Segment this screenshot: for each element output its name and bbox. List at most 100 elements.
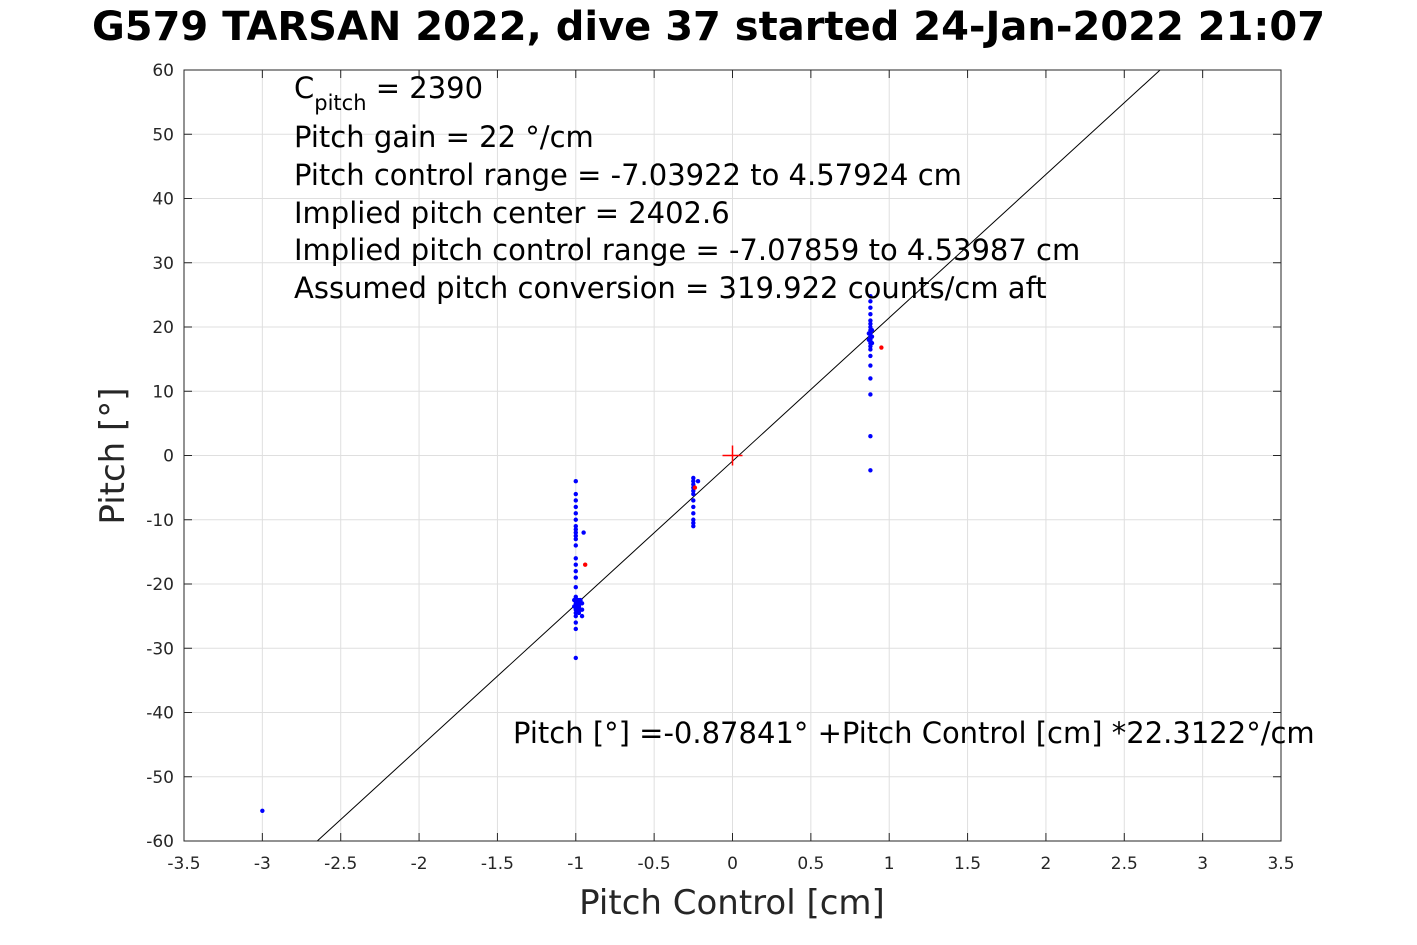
x-tick-label: -0.5 [638,854,671,874]
data-point [691,479,696,484]
x-axis-label: Pitch Control [cm] [579,883,885,923]
data-point [695,479,701,484]
y-tick-label: 30 [152,254,174,274]
data-point [573,556,578,561]
x-tick-label: -3 [254,854,271,874]
fit-equation: Pitch [°] =-0.87841° +Pitch Control [cm]… [513,716,1315,750]
data-point [573,585,578,590]
data-point [573,527,578,532]
x-tick-label: 3.5 [1267,854,1294,874]
data-point [579,601,585,606]
y-tick-label: 20 [152,318,174,338]
data-point [579,613,585,619]
data-point [572,597,577,603]
data-point [573,568,578,574]
data-point [691,504,696,510]
data-point [573,530,578,535]
annotation-implied-control-range: Implied pitch control range = -7.07859 t… [294,233,1080,267]
y-tick-label: -60 [146,832,174,852]
data-point [868,347,873,352]
x-tick-label: -3.5 [167,854,200,874]
x-tick-label: -2.5 [324,854,357,874]
data-point [691,520,696,526]
data-point [573,620,578,625]
cpitch-value: = 2390 [367,71,484,105]
x-tick-label: 1.5 [954,854,981,874]
x-ticks: -3.5 -3 -2.5 -2 -1.5 -1 -0.5 0 0.5 1 1.5 2 2.5 3 3.5 [167,70,1295,874]
data-point [573,626,578,632]
y-tick-label: -20 [146,575,174,595]
data-point [691,491,696,497]
data-point [866,331,872,336]
y-tick-label: 0 [163,447,174,467]
points-layer [260,293,884,814]
annotation-implied-pitch-center: Implied pitch center = 2402.6 [294,196,730,230]
x-tick-label: 2 [1041,854,1052,874]
data-point [691,523,696,529]
data-point [869,340,875,346]
data-point [691,475,696,481]
y-tick-label: -10 [146,511,174,531]
data-point [869,328,875,333]
x-tick-label: 1 [884,854,895,874]
data-point [869,334,875,339]
data-point [573,613,578,619]
data-point [573,517,578,522]
data-point [868,468,873,473]
data-point [573,523,578,529]
data-point [691,511,696,516]
data-point [260,808,265,814]
y-ticks: -60 -50 -40 -30 -20 -10 0 10 20 30 40 50 60 [146,61,1281,852]
y-tick-label: -50 [146,768,174,788]
data-point [573,536,578,542]
x-tick-label: 0 [727,854,738,874]
data-point [868,376,873,381]
x-tick-label: -1.5 [481,854,514,874]
data-point [879,345,884,350]
data-point [868,353,873,359]
x-tick-label: -2 [411,854,428,874]
x-tick-label: 2.5 [1111,854,1138,874]
data-point [581,530,586,535]
annotation-pitch-gain: Pitch gain = 22 °/cm [294,120,594,154]
data-point [868,321,873,326]
y-tick-label: 60 [152,61,174,81]
data-point [691,517,696,522]
data-point [692,485,698,490]
y-tick-label: 50 [152,125,174,145]
data-point [573,498,578,503]
data-point [868,299,873,304]
data-point [582,562,588,567]
y-tick-label: 10 [152,382,174,402]
cpitch-main: C [294,71,314,105]
data-point [573,491,578,497]
center-marker-layer [722,445,743,466]
x-tick-label: 3 [1197,854,1208,874]
data-point [579,607,585,612]
y-tick-label: -30 [146,639,174,659]
annotation-pitch-control-range: Pitch control range = -7.03922 to 4.5792… [294,158,962,192]
data-point [868,318,873,323]
data-point [868,363,873,368]
data-point [573,533,578,539]
data-point [868,311,873,317]
data-point [868,392,873,397]
chart-title: G579 TARSAN 2022, dive 37 started 24-Jan… [91,4,1326,50]
data-point [573,511,578,516]
annotation-pitch-conversion: Assumed pitch conversion = 319.922 count… [294,271,1047,305]
data-point [573,479,578,484]
data-point [573,575,578,580]
data-point [868,434,873,439]
y-tick-label: -40 [146,704,174,724]
data-point [691,498,696,503]
data-point [573,655,578,661]
cpitch-subscript: pitch [314,91,366,115]
annotation-cpitch: Cpitch = 2390 [294,71,483,115]
data-point [868,293,873,299]
data-point [868,305,873,310]
data-point [572,604,577,609]
y-axis-label: Pitch [°] [93,387,133,524]
data-point [573,562,578,567]
x-tick-label: 0.5 [797,854,824,874]
